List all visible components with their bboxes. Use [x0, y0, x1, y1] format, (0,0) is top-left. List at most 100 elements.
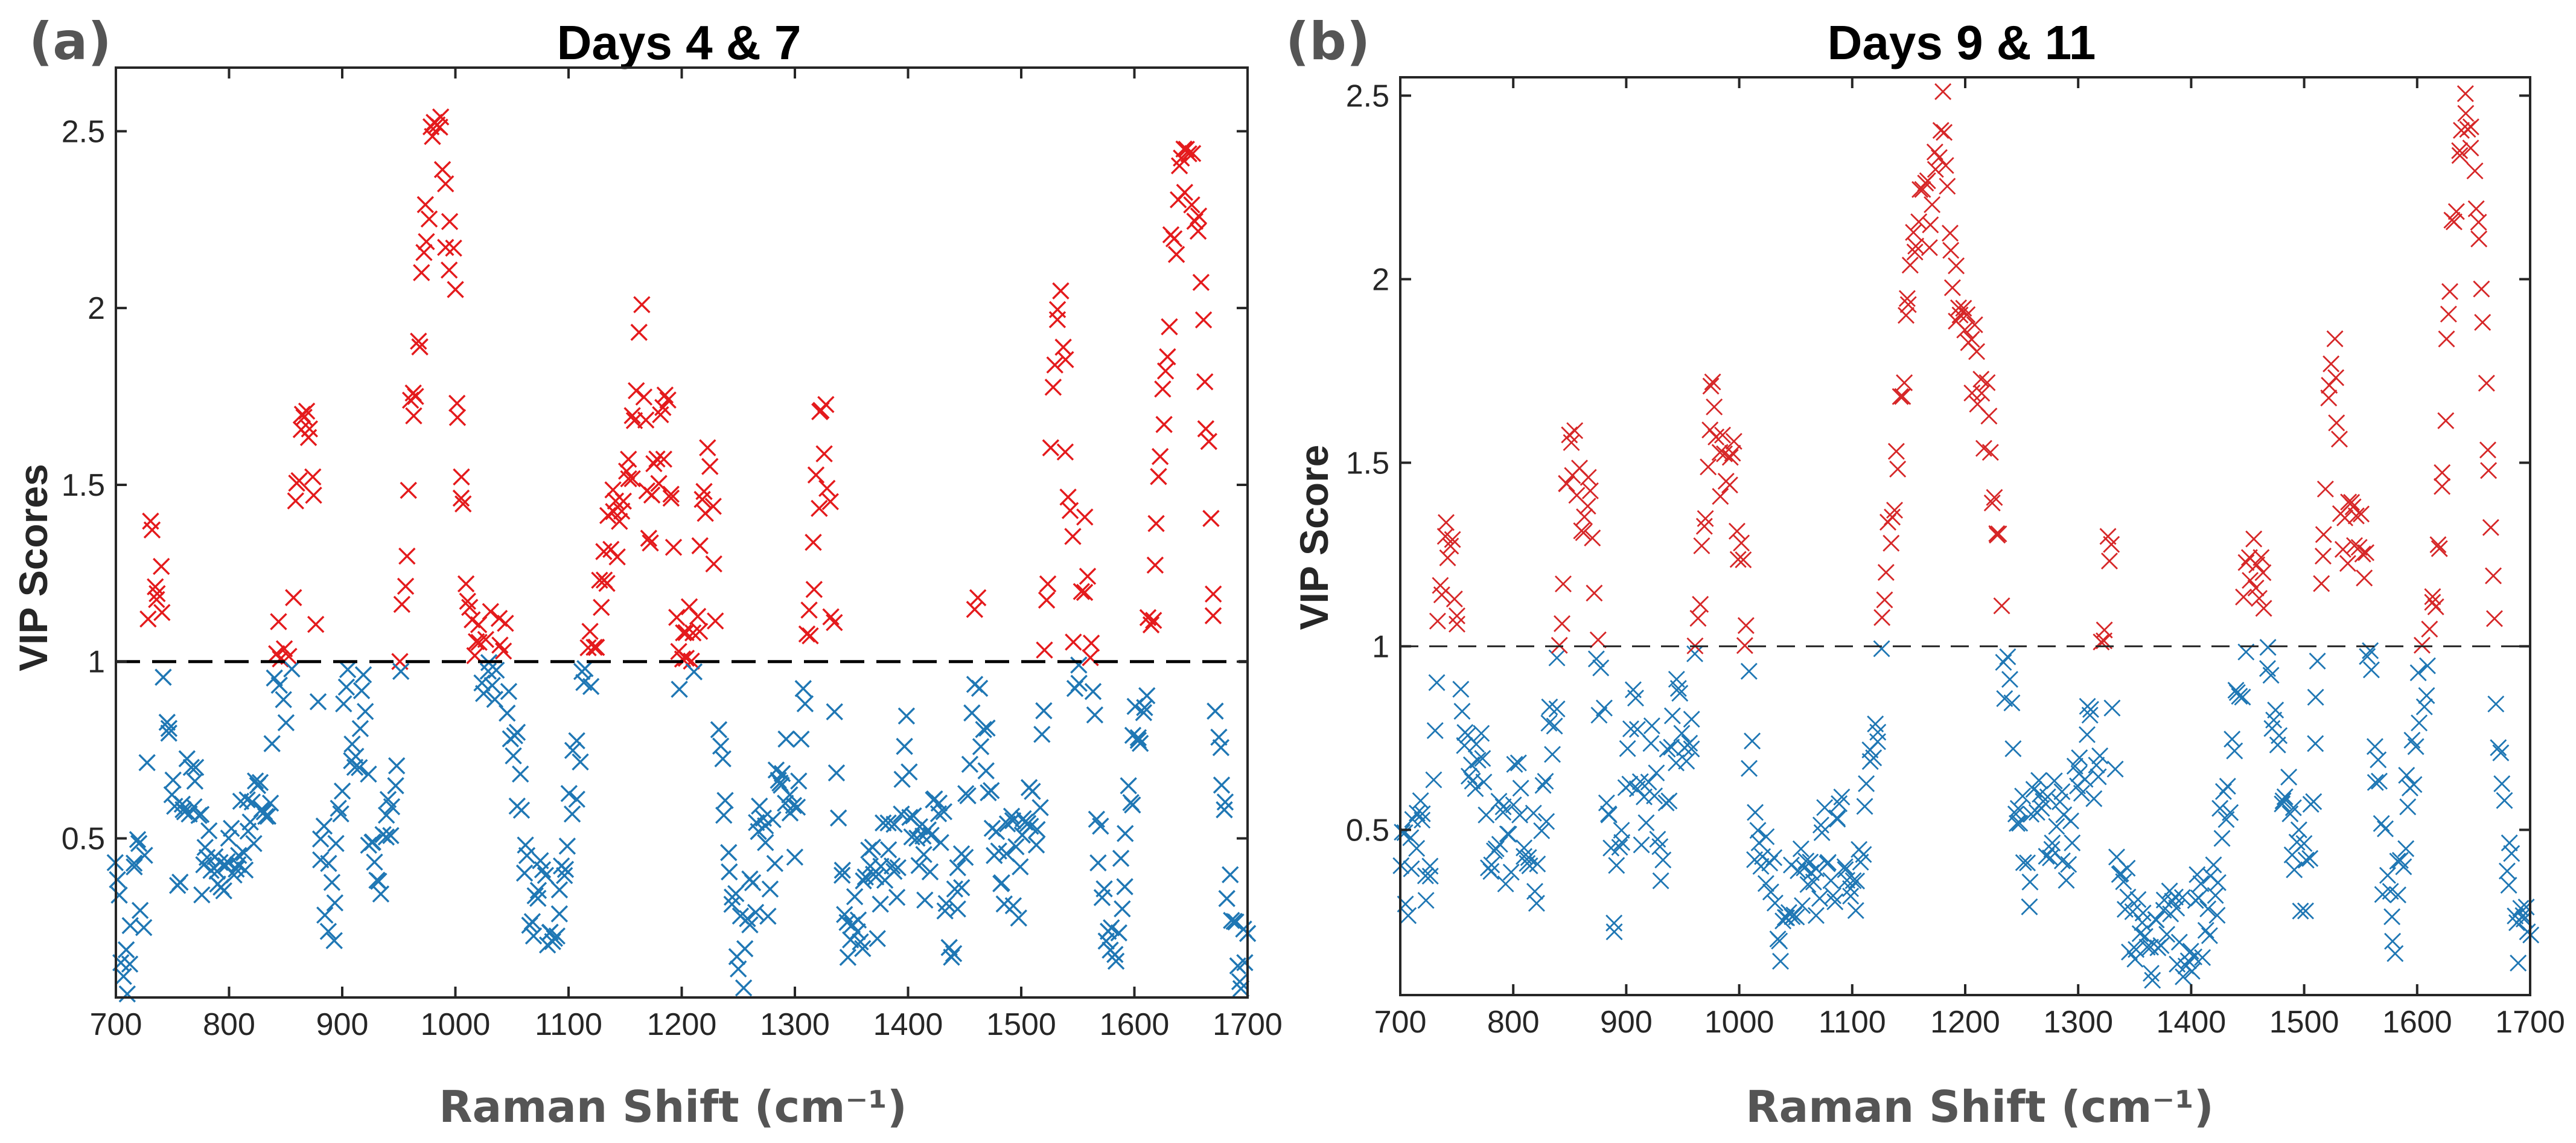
vip-marker	[523, 913, 541, 930]
vip-marker	[1651, 838, 1669, 856]
vip-marker	[1728, 522, 1745, 540]
vip-marker	[963, 704, 981, 722]
vip-marker	[908, 829, 926, 847]
x-tick-label: 1500	[986, 1007, 1056, 1042]
vip-marker	[930, 794, 948, 812]
vip-marker	[2334, 540, 2351, 558]
vip-marker	[2462, 118, 2479, 136]
vip-marker	[2197, 921, 2214, 939]
vip-marker	[593, 598, 610, 616]
vip-marker	[1966, 316, 1983, 333]
vip-marker	[550, 881, 569, 898]
vip-marker	[2510, 954, 2527, 972]
vip-marker	[445, 239, 462, 257]
vip-marker	[1613, 822, 1630, 839]
vip-marker	[1505, 796, 1522, 814]
vip-marker	[2323, 355, 2340, 373]
vip-marker	[2247, 579, 2265, 597]
vip-marker	[833, 866, 851, 884]
vip-marker	[1154, 380, 1172, 398]
vip-marker	[320, 854, 337, 872]
vip-marker	[186, 772, 204, 790]
vip-marker	[1822, 872, 1840, 889]
y-tick-label: 1.5	[1346, 446, 1389, 481]
vip-marker	[1563, 434, 1580, 451]
vip-marker	[786, 848, 804, 866]
panel-b-y-axis-label: VIP Score	[1292, 445, 1336, 630]
x-tick-label: 1200	[1930, 1005, 2000, 1040]
vip-marker	[418, 232, 435, 251]
vip-marker	[537, 866, 555, 885]
vip-marker	[2470, 230, 2488, 248]
vip-marker	[1537, 773, 1554, 790]
vip-marker	[505, 747, 522, 765]
vip-marker	[1403, 860, 1420, 877]
vip-marker	[290, 472, 308, 490]
vip-marker	[2424, 594, 2441, 611]
vip-marker	[187, 758, 205, 776]
vip-marker	[1587, 650, 1605, 668]
vip-marker	[1048, 311, 1066, 328]
vip-marker	[2478, 374, 2495, 392]
vip-marker	[2379, 866, 2396, 884]
vip-marker	[961, 755, 979, 773]
vip-marker	[915, 846, 933, 863]
vip-marker	[1575, 524, 1592, 542]
vip-marker	[354, 666, 372, 684]
vip-marker	[1631, 773, 1649, 790]
vip-marker	[1400, 907, 1417, 924]
vip-marker	[1082, 634, 1100, 652]
panel-a-label: (a)	[29, 11, 112, 72]
vip-marker	[1939, 178, 1956, 195]
vip-marker	[1095, 880, 1113, 898]
vip-marker	[2078, 726, 2096, 743]
vip-marker	[1740, 662, 1758, 680]
vip-marker	[400, 481, 417, 499]
vip-marker	[1831, 795, 1848, 812]
vip-marker	[659, 391, 677, 409]
vip-marker	[2356, 569, 2373, 587]
vip-marker	[2297, 902, 2314, 920]
vip-marker	[257, 807, 275, 825]
vip-marker	[2482, 519, 2499, 536]
vip-marker	[182, 758, 200, 776]
vip-marker	[2199, 900, 2217, 918]
vip-marker	[1070, 656, 1088, 674]
vip-marker	[339, 661, 357, 679]
vip-marker	[2131, 925, 2149, 943]
vip-marker	[415, 244, 433, 261]
vip-marker	[1064, 528, 1082, 545]
vip-marker	[2008, 815, 2026, 832]
vip-marker	[437, 239, 454, 256]
vip-marker	[238, 791, 256, 808]
vip-marker	[716, 792, 734, 809]
vip-marker	[2201, 927, 2218, 944]
vip-marker	[1978, 374, 1996, 391]
x-tick-label: 1700	[2495, 1005, 2565, 1040]
vip-marker	[611, 513, 628, 530]
vip-marker	[2190, 889, 2207, 907]
vip-marker	[1478, 806, 1495, 824]
vip-marker	[2071, 749, 2088, 766]
vip-marker	[1741, 760, 1758, 777]
vip-marker	[747, 903, 765, 921]
vip-marker	[2383, 908, 2401, 926]
vip-marker	[1079, 568, 1097, 585]
vip-marker	[2366, 738, 2383, 755]
vip-marker	[2493, 775, 2511, 792]
vip-marker	[452, 489, 470, 507]
vip-marker	[2208, 906, 2226, 924]
vip-marker	[1706, 398, 1723, 415]
vip-marker	[477, 630, 495, 648]
vip-marker	[225, 866, 243, 884]
vip-marker	[2170, 933, 2188, 951]
y-tick-label: 0.5	[1346, 813, 1389, 848]
vip-marker	[473, 674, 491, 692]
vip-marker	[677, 649, 695, 667]
vip-marker	[1156, 362, 1175, 380]
vip-marker	[2452, 121, 2470, 139]
vip-marker	[1042, 439, 1060, 456]
vip-marker	[1452, 680, 1470, 698]
vip-marker	[1027, 836, 1045, 854]
x-tick-label: 1200	[647, 1007, 717, 1042]
